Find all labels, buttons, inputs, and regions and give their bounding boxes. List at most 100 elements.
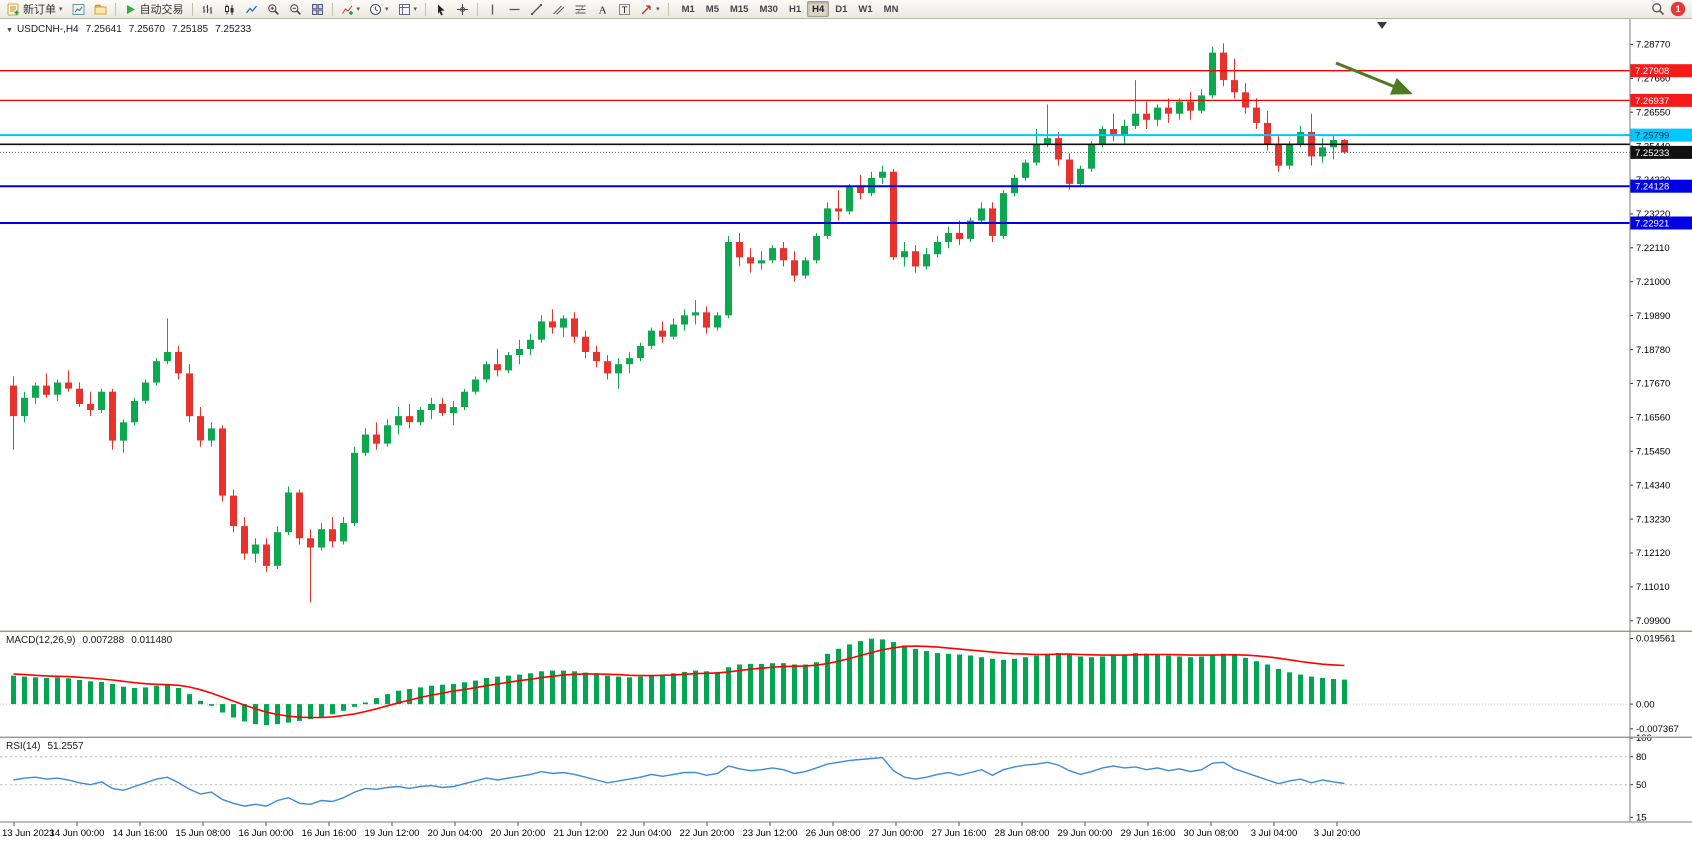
horizontal-line-tool-button[interactable] <box>504 1 525 18</box>
svg-text:80: 80 <box>1636 752 1647 763</box>
svg-text:7.09900: 7.09900 <box>1636 616 1670 627</box>
arrow-tool-icon <box>641 4 651 14</box>
zoom-out-icon <box>289 3 301 15</box>
profiles-button[interactable] <box>90 1 111 18</box>
chevron-down-icon: ▾ <box>59 5 63 13</box>
svg-text:20 Jun 04:00: 20 Jun 04:00 <box>428 828 483 839</box>
candlestick-mode-button[interactable] <box>219 1 240 18</box>
cursor-tool-button[interactable] <box>430 1 451 18</box>
one-click-trading-toggle[interactable]: ▼ <box>6 27 13 34</box>
svg-text:7.13230: 7.13230 <box>1636 514 1670 525</box>
trendline-tool-button[interactable] <box>526 1 547 18</box>
svg-text:7.26550: 7.26550 <box>1636 107 1670 118</box>
timeframe-group: M1 M5 M15 M30 H1 H4 D1 W1 MN <box>677 1 904 17</box>
tile-windows-icon <box>311 3 323 15</box>
fibonacci-tool-button[interactable] <box>570 1 591 18</box>
text-tool-button[interactable]: A <box>592 1 613 18</box>
timeframe-button-m5[interactable]: M5 <box>705 4 719 15</box>
chevron-down-icon: ▾ <box>656 5 660 13</box>
svg-text:7.22921: 7.22921 <box>1635 218 1669 229</box>
svg-text:7.12120: 7.12120 <box>1636 548 1670 559</box>
timeframe-button-m1[interactable]: M1 <box>681 4 695 15</box>
vertical-line-tool-button[interactable] <box>482 1 503 18</box>
new-order-icon <box>7 3 19 15</box>
svg-text:27 Jun 16:00: 27 Jun 16:00 <box>932 828 987 839</box>
timeframe-button-h4[interactable]: H4 <box>807 1 830 17</box>
svg-text:7.25799: 7.25799 <box>1635 131 1669 142</box>
channel-icon <box>553 5 565 15</box>
timeframe-button-h1[interactable]: H1 <box>788 4 802 15</box>
svg-text:3 Jul 04:00: 3 Jul 04:00 <box>1251 828 1297 839</box>
line-chart-icon <box>245 5 257 13</box>
timeframe-button-m15[interactable]: M15 <box>729 4 749 15</box>
pane-divider-rsi[interactable] <box>0 734 1630 740</box>
templates-button[interactable]: ▾ <box>394 1 422 18</box>
svg-text:7.14340: 7.14340 <box>1636 480 1670 491</box>
notification-badge[interactable]: 1 <box>1671 2 1685 16</box>
bar-chart-mode-button[interactable] <box>197 1 218 18</box>
svg-text:7.17670: 7.17670 <box>1636 379 1670 390</box>
pane-divider-macd[interactable] <box>0 628 1630 634</box>
timeframe-button-d1[interactable]: D1 <box>835 4 848 15</box>
new-chart-button[interactable] <box>68 1 89 18</box>
svg-text:22 Jun 04:00: 22 Jun 04:00 <box>617 828 672 839</box>
autotrade-button[interactable]: 自动交易 <box>120 1 188 18</box>
zoom-in-button[interactable] <box>263 1 284 18</box>
zoom-in-icon <box>267 3 279 15</box>
svg-text:26 Jun 08:00: 26 Jun 08:00 <box>806 828 861 839</box>
toolbar-separator <box>425 2 427 16</box>
search-icon[interactable] <box>1651 2 1665 16</box>
svg-text:15: 15 <box>1636 813 1647 824</box>
svg-text:7.26937: 7.26937 <box>1635 96 1669 107</box>
toolbar-separator <box>191 2 193 16</box>
new-chart-icon <box>72 3 85 15</box>
line-chart-mode-button[interactable] <box>241 1 262 18</box>
timeframe-button-m30[interactable]: M30 <box>759 4 778 15</box>
crosshair-icon <box>457 3 469 15</box>
trendline-icon <box>531 3 543 15</box>
profiles-icon <box>93 4 107 14</box>
bar-chart-icon <box>202 4 212 14</box>
chevron-down-icon: ▾ <box>413 5 418 13</box>
svg-text:7.16560: 7.16560 <box>1636 413 1670 424</box>
price-axis[interactable] <box>1630 19 1692 822</box>
toolbar: 新订单 ▾ 自动交易 <box>0 0 1692 19</box>
svg-text:7.11010: 7.11010 <box>1636 582 1670 593</box>
svg-text:7.25233: 7.25233 <box>1635 148 1669 159</box>
svg-text:7.27660: 7.27660 <box>1636 74 1670 85</box>
chevron-down-icon: ▾ <box>356 5 361 13</box>
svg-text:7.19890: 7.19890 <box>1636 311 1670 322</box>
svg-text:14 Jun 16:00: 14 Jun 16:00 <box>113 828 168 839</box>
tile-windows-button[interactable] <box>307 1 328 18</box>
indicators-button[interactable]: ▾ <box>337 1 365 18</box>
svg-text:21 Jun 12:00: 21 Jun 12:00 <box>554 828 609 839</box>
time-axis[interactable] <box>0 822 1630 844</box>
candlestick-icon <box>224 4 234 15</box>
new-order-label: 新订单 <box>23 4 56 16</box>
svg-text:50: 50 <box>1636 780 1647 791</box>
svg-text:20 Jun 20:00: 20 Jun 20:00 <box>491 828 546 839</box>
svg-text:7.23220: 7.23220 <box>1636 209 1670 220</box>
timeframe-button-mn[interactable]: MN <box>883 4 899 15</box>
svg-text:A: A <box>599 4 607 16</box>
arrows-tool-button[interactable]: ▾ <box>636 1 664 18</box>
label-tool-button[interactable]: T <box>614 1 635 18</box>
periods-button[interactable]: ▾ <box>365 1 393 18</box>
svg-text:16 Jun 16:00: 16 Jun 16:00 <box>302 828 357 839</box>
svg-text:22 Jun 20:00: 22 Jun 20:00 <box>680 828 735 839</box>
svg-text:7.15450: 7.15450 <box>1636 447 1670 458</box>
zoom-out-button[interactable] <box>285 1 306 18</box>
svg-text:0.00: 0.00 <box>1636 699 1655 710</box>
horizontal-line-icon <box>509 8 520 10</box>
indicators-icon <box>341 5 353 15</box>
new-order-button[interactable]: 新订单 ▾ <box>3 1 67 18</box>
svg-text:14 Jun 00:00: 14 Jun 00:00 <box>50 828 105 839</box>
svg-text:19 Jun 12:00: 19 Jun 12:00 <box>365 828 420 839</box>
svg-text:29 Jun 00:00: 29 Jun 00:00 <box>1058 828 1113 839</box>
autotrade-play-icon <box>126 4 135 14</box>
timeframe-button-w1[interactable]: W1 <box>858 4 873 15</box>
crosshair-tool-button[interactable] <box>452 1 473 18</box>
channel-tool-button[interactable] <box>548 1 569 18</box>
